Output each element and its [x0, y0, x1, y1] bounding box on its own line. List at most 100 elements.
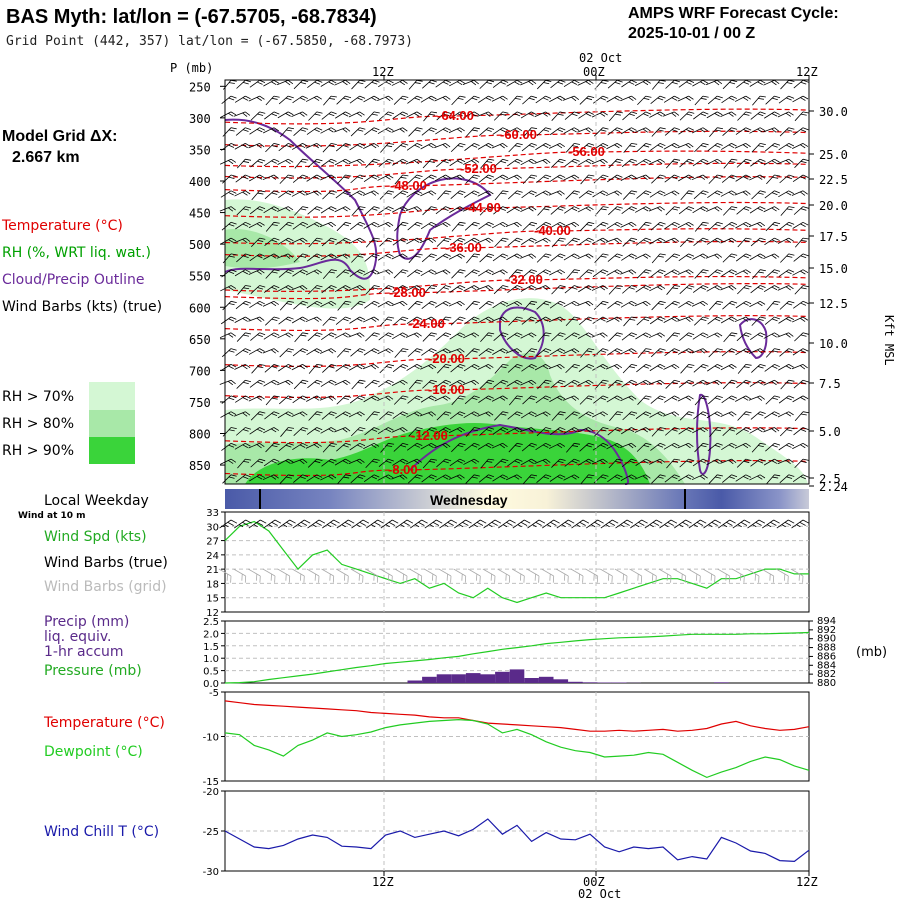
wind-barb — [621, 379, 637, 388]
wind-barb — [248, 395, 265, 402]
wind-barb — [579, 269, 595, 279]
wind-barb — [421, 427, 437, 436]
wind-barb — [507, 111, 523, 120]
wind-barb — [305, 143, 322, 149]
wind-barb — [521, 237, 537, 245]
y-tick-label: -25 — [203, 827, 219, 838]
wind-barb — [464, 316, 480, 325]
surface-wind-barb-true — [791, 519, 810, 529]
wind-barb — [334, 158, 351, 166]
wind-barb — [263, 379, 280, 387]
wind-barb — [648, 206, 665, 212]
surface-wind-barb-grid — [335, 568, 349, 583]
wind-barb — [764, 364, 780, 372]
pressure-tick-label: 884 — [817, 660, 836, 671]
wind-barb — [579, 95, 595, 105]
wind-barb — [648, 332, 666, 339]
wind-barb — [449, 379, 466, 387]
wind-barb — [451, 395, 466, 406]
wind-barb — [449, 458, 466, 467]
wind-barb — [379, 316, 395, 327]
surface-wind-barb-true — [380, 519, 399, 529]
wind-barb — [792, 395, 809, 403]
wind-barb — [649, 190, 666, 198]
surface-wind-barb-true — [747, 519, 766, 529]
surface-wind-barb-grid — [379, 568, 393, 583]
wind-barb — [748, 221, 765, 228]
wind-barb — [665, 158, 681, 169]
wind-barb — [780, 79, 795, 90]
wind-barb — [250, 158, 266, 168]
y-tick-label: 27 — [206, 537, 219, 548]
wind-barb — [235, 348, 251, 356]
wind-barb — [306, 474, 323, 482]
wind-barb — [222, 427, 237, 437]
wind-barb — [749, 427, 766, 434]
wind-barb — [664, 221, 680, 230]
wind-barb — [522, 221, 538, 231]
wind-barb — [449, 411, 466, 420]
wind-barb — [448, 348, 465, 354]
wind-barb — [664, 300, 680, 310]
wind-barb — [422, 206, 437, 216]
wind-barb — [248, 348, 265, 355]
wind-height-label: Wind at 10 m — [18, 511, 86, 521]
wind-barb — [720, 111, 737, 117]
wind-barb — [478, 395, 494, 403]
wind-barb — [306, 253, 323, 262]
weekday-title: Local Weekday — [44, 493, 149, 509]
wind-barb — [677, 269, 694, 275]
wind-barb — [380, 143, 395, 153]
legend-dewpoint-series: Dewpoint (°C) — [44, 744, 143, 760]
rh-area-lower-core — [245, 422, 650, 484]
surface-wind-barb-grid — [291, 568, 305, 583]
wind-barb — [363, 442, 380, 450]
wind-barb — [677, 395, 694, 402]
legend-wind: Wind Barbs (kts) (true) — [2, 299, 162, 315]
wind-barb — [765, 221, 781, 232]
wind-barb — [392, 158, 408, 166]
wind-barb — [463, 111, 480, 119]
wind-barb — [334, 79, 351, 86]
wind-barb — [493, 332, 509, 341]
surface-wind-barb-true — [762, 519, 780, 529]
wind-barb — [323, 95, 337, 106]
wind-barb — [377, 474, 394, 481]
isotherm-line — [224, 460, 810, 477]
wind-barb — [378, 458, 394, 467]
wind-barb — [677, 221, 694, 229]
wind-barb — [793, 300, 809, 309]
wind-barb — [564, 111, 580, 120]
wind-barb — [448, 427, 465, 434]
wind-barb — [635, 158, 652, 166]
wind-barb — [394, 221, 409, 232]
wind-barb — [562, 395, 580, 401]
wind-barb — [349, 221, 366, 231]
wind-barb — [307, 158, 323, 168]
wind-barb — [780, 206, 795, 216]
wind-barb — [578, 285, 594, 293]
wind-barb — [780, 253, 795, 263]
pressure-tick-label: 600 — [189, 301, 211, 315]
wind-barb — [464, 442, 480, 452]
wind-barb — [291, 237, 308, 244]
precip-bar — [568, 681, 583, 683]
wind-barb — [220, 458, 237, 465]
wind-barb — [692, 458, 709, 467]
wind-barb — [651, 474, 666, 484]
wind-barb — [606, 143, 623, 150]
pressure-tick-label: 450 — [189, 207, 211, 221]
wind-barb — [708, 221, 723, 231]
wind-barb — [393, 269, 409, 279]
wind-barb — [720, 458, 737, 465]
wind-barb — [335, 111, 351, 119]
wind-barb — [365, 411, 380, 422]
wind-barb — [606, 442, 623, 450]
wind-barb — [378, 332, 394, 341]
wind-barb — [620, 95, 637, 102]
wind-barb — [692, 79, 709, 87]
wind-barb — [721, 221, 738, 230]
wind-barb — [449, 332, 466, 340]
wind-barb — [450, 237, 466, 246]
wind-barb — [477, 143, 494, 150]
